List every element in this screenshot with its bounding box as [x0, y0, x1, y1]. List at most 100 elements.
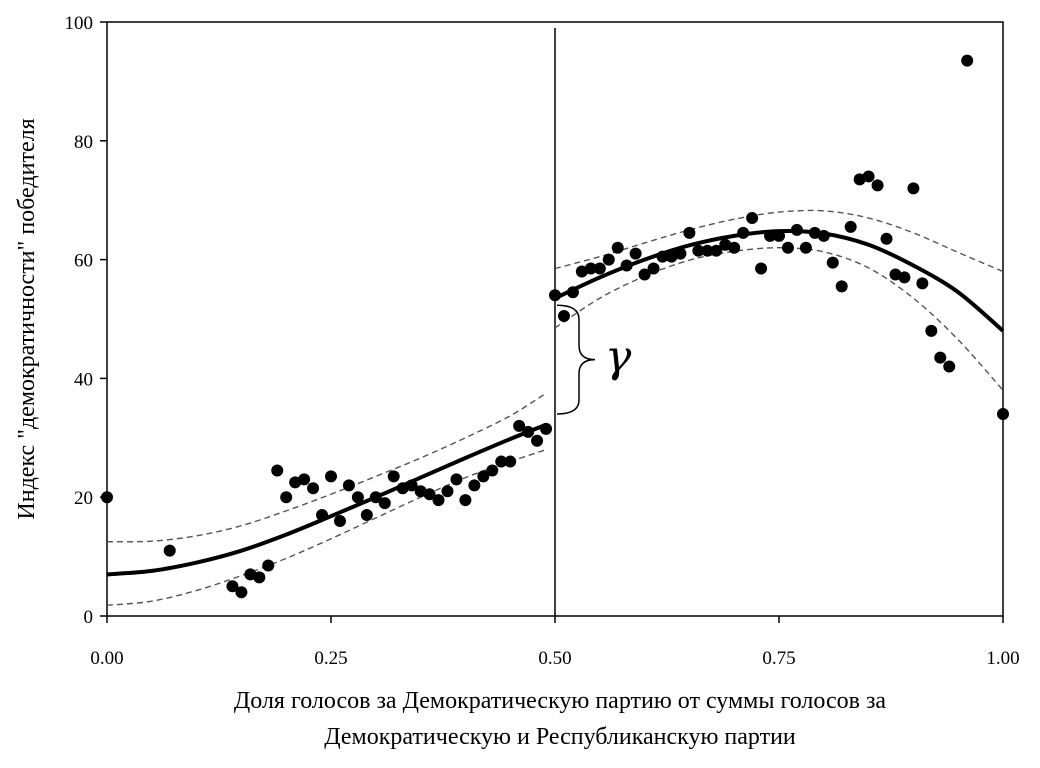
data-point [943, 360, 956, 373]
data-point [755, 262, 768, 275]
x-axis-ticks: 0.00 0.25 0.50 0.75 1.00 [90, 616, 1020, 669]
data-point [459, 494, 472, 507]
data-point [369, 491, 382, 504]
data-point [674, 247, 687, 260]
y-tick-label: 100 [65, 13, 94, 34]
x-axis-title-line-2: Демократическую и Республиканскую партии [324, 724, 796, 750]
data-point [477, 470, 490, 483]
y-tick-label: 60 [74, 251, 93, 272]
x-tick-label: 1.00 [986, 648, 1019, 669]
data-point [486, 464, 499, 477]
data-point [925, 324, 938, 337]
plot-area: γ [101, 21, 1009, 617]
data-point [378, 497, 391, 510]
y-tick-label: 0 [84, 607, 94, 628]
data-point [862, 170, 875, 183]
data-point [226, 580, 239, 593]
y-axis-ticks: 0 20 40 60 80 100 [65, 13, 107, 628]
data-point [638, 268, 651, 281]
data-point [790, 223, 803, 236]
data-point [432, 494, 445, 507]
data-point [522, 425, 535, 438]
data-point [566, 286, 579, 299]
x-tick-label: 0.25 [314, 648, 347, 669]
data-point [934, 351, 947, 364]
data-point [773, 229, 785, 242]
data-point [764, 229, 777, 242]
x-tick-label: 0.50 [538, 648, 571, 669]
data-point [531, 434, 544, 447]
data-point [262, 559, 275, 572]
x-tick-label: 0.75 [762, 648, 795, 669]
fit-line-left [106, 422, 547, 577]
upper-band-right [554, 209, 1004, 273]
data-point [557, 310, 570, 323]
data-point [692, 244, 705, 257]
data-point [710, 244, 723, 257]
data-point [593, 262, 606, 275]
data-point [441, 485, 454, 498]
y-tick-label: 40 [74, 369, 93, 390]
data-point [450, 473, 463, 486]
data-point [871, 179, 884, 192]
scatter-points [101, 54, 1009, 599]
upper-band-left [106, 392, 547, 543]
data-point [781, 241, 794, 254]
data-point [271, 464, 284, 477]
data-point [307, 482, 320, 495]
x-tick-label: 0.00 [90, 648, 123, 669]
data-point [602, 253, 615, 266]
data-point [468, 479, 481, 492]
data-point [316, 509, 329, 522]
data-point [360, 509, 373, 522]
data-point [549, 289, 561, 302]
x-axis-title-line-1: Доля голосов за Демократическую партию о… [234, 688, 887, 714]
data-point [683, 226, 696, 239]
data-point [540, 422, 553, 435]
gamma-annotation: γ [605, 332, 632, 383]
data-point [997, 408, 1009, 421]
data-point [253, 571, 266, 584]
data-point [817, 229, 830, 242]
y-tick-label: 80 [74, 132, 93, 153]
data-point [826, 256, 839, 269]
data-point [701, 244, 714, 257]
data-point [405, 479, 418, 492]
data-point [495, 455, 508, 468]
y-axis-title: Индекс "демократичности" победителя [14, 118, 40, 519]
data-point [280, 491, 293, 504]
data-point [835, 280, 848, 293]
data-point [342, 479, 355, 492]
data-point [298, 473, 311, 486]
data-point [737, 226, 750, 239]
data-point [647, 262, 660, 275]
y-tick-label: 20 [74, 488, 93, 509]
data-point [880, 232, 893, 245]
data-point [387, 470, 400, 483]
data-point [325, 470, 337, 483]
confidence-bands [106, 209, 1004, 607]
data-point [907, 182, 920, 195]
data-point [163, 544, 176, 557]
data-point [611, 241, 624, 254]
data-point [504, 455, 517, 468]
data-point [513, 419, 526, 432]
data-point [898, 271, 911, 284]
data-point [844, 220, 857, 233]
data-point [351, 491, 364, 504]
data-point [235, 586, 248, 599]
data-point [584, 262, 597, 275]
lower-band-right [554, 247, 1004, 391]
data-point [916, 277, 929, 290]
data-point [333, 514, 346, 527]
data-point [799, 241, 812, 254]
data-point [746, 212, 759, 225]
data-point [656, 250, 669, 263]
data-point [423, 488, 436, 501]
lower-band-left [106, 449, 547, 607]
data-point [629, 247, 642, 260]
data-point [728, 241, 741, 254]
data-point [961, 54, 974, 67]
data-point [620, 259, 633, 272]
